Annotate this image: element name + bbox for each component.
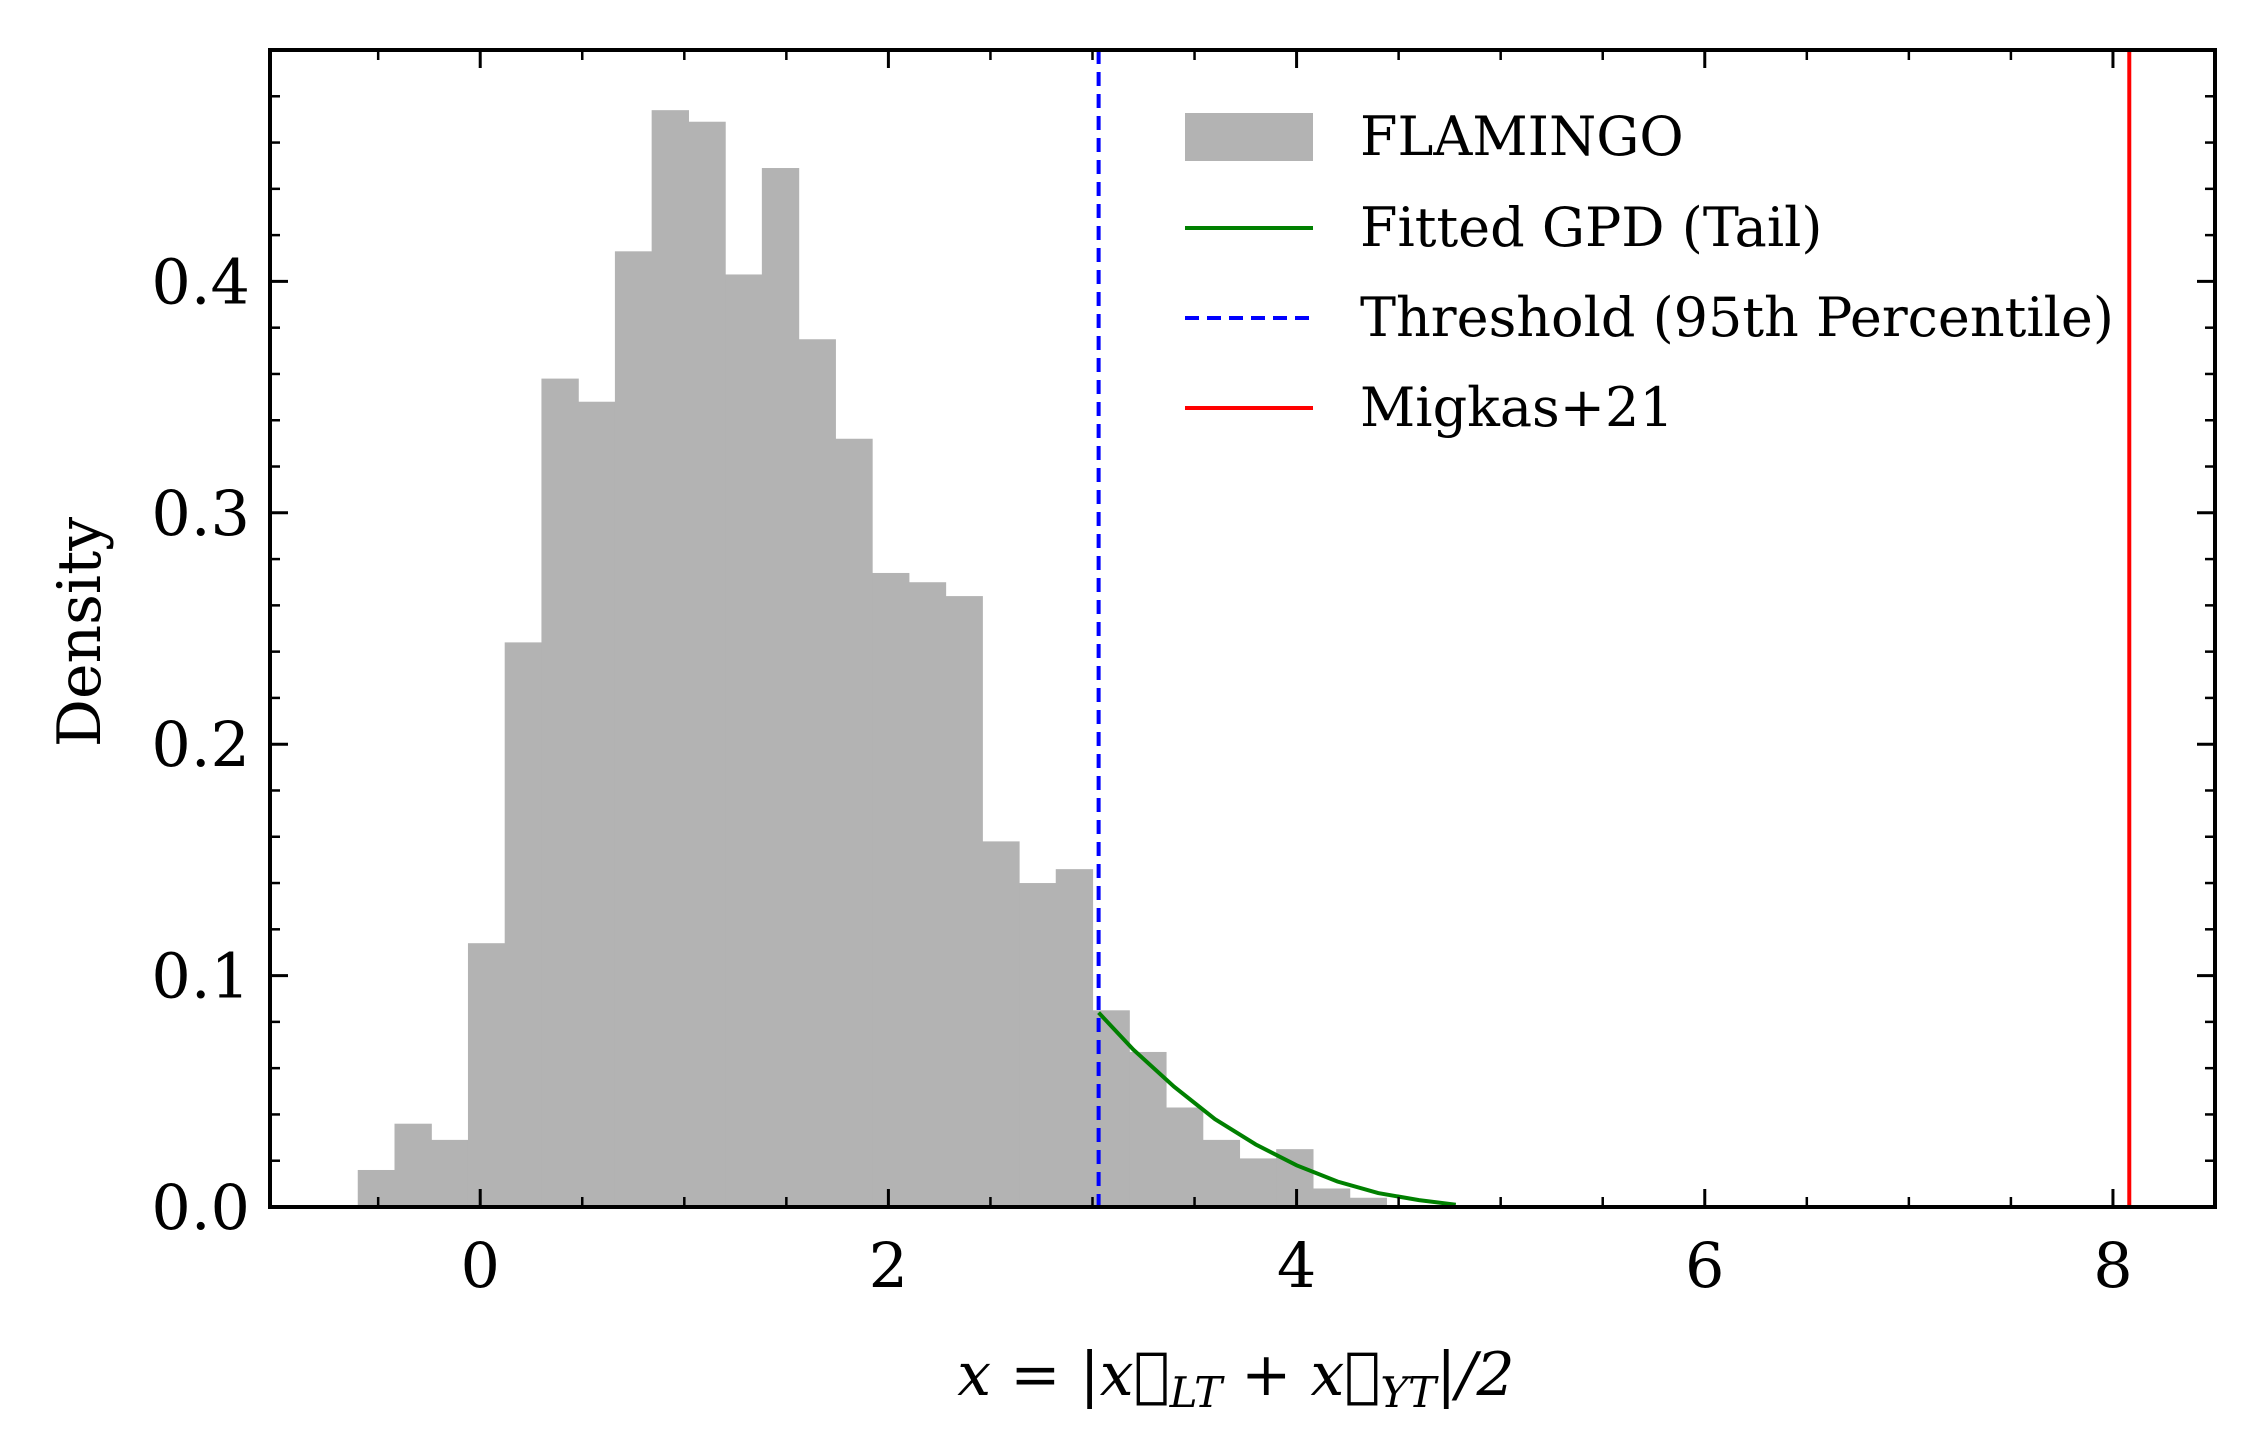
histogram-bar — [504, 642, 543, 1207]
x-axis-label: x = |x⃗LT + x⃗YT|/2 — [957, 1340, 1514, 1417]
histogram-bar — [872, 572, 910, 1207]
histogram-bar — [357, 1169, 396, 1207]
histogram-bar — [614, 251, 653, 1207]
x-tick-label: 4 — [1277, 1229, 1316, 1302]
legend-label: Migkas+21 — [1360, 376, 1674, 439]
histogram-bar — [1129, 1051, 1167, 1207]
histogram-bar — [431, 1139, 469, 1207]
series-lines — [1096, 50, 2132, 1207]
histogram-bar — [394, 1123, 432, 1207]
histogram-bar — [725, 274, 763, 1207]
histogram-bar — [651, 110, 689, 1207]
histogram-bar — [982, 841, 1020, 1207]
plot-axes — [268, 48, 2217, 1209]
histogram-bar — [835, 438, 873, 1207]
x-tick-label: 2 — [869, 1229, 908, 1302]
legend-label: Threshold (95th Percentile) — [1360, 286, 2114, 349]
histogram-bar — [798, 339, 836, 1207]
x-tick-label: 6 — [1685, 1229, 1724, 1302]
legend: FLAMINGO Fitted GPD (Tail) Threshold (95th… — [1185, 105, 2114, 439]
gpd-fit-line — [1097, 1011, 1457, 1207]
legend-label: FLAMINGO — [1360, 105, 1684, 168]
y-tick-label: 0.2 — [151, 708, 250, 781]
histogram-bar — [1019, 883, 1057, 1207]
y-tick-label: 0.1 — [151, 940, 250, 1013]
histogram-bar — [541, 378, 579, 1207]
legend-swatch-flamingo — [1185, 113, 1313, 161]
histogram-bar — [761, 168, 800, 1207]
y-tick-label: 0.4 — [151, 245, 250, 318]
y-tick-label: 0.3 — [151, 477, 250, 550]
x-tick-label: 0 — [460, 1229, 499, 1302]
y-tick-label: 0.0 — [151, 1171, 250, 1244]
histogram-bar — [908, 582, 947, 1207]
histogram-bar — [1165, 1107, 1204, 1207]
histogram-bar — [1312, 1188, 1351, 1207]
histogram-bar — [1055, 869, 1094, 1207]
histogram-bar — [1239, 1158, 1277, 1207]
plot-frame — [268, 48, 2217, 1209]
tick-labels: 0 2 4 6 8 0.0 0.1 0.2 0.3 0.4 — [151, 245, 2132, 1302]
histogram-bar — [1349, 1197, 1387, 1207]
histogram-bar — [578, 401, 616, 1207]
x-tick-label: 8 — [2093, 1229, 2132, 1302]
histogram-bar — [945, 596, 983, 1207]
y-axis-label: Density — [45, 517, 115, 747]
histogram-bars — [357, 110, 1387, 1207]
histogram-bar — [467, 943, 506, 1207]
axis-ticks — [270, 50, 2217, 1209]
legend-label: Fitted GPD (Tail) — [1360, 196, 1822, 259]
histogram-bar — [688, 121, 726, 1207]
histogram-bar — [1202, 1139, 1241, 1207]
